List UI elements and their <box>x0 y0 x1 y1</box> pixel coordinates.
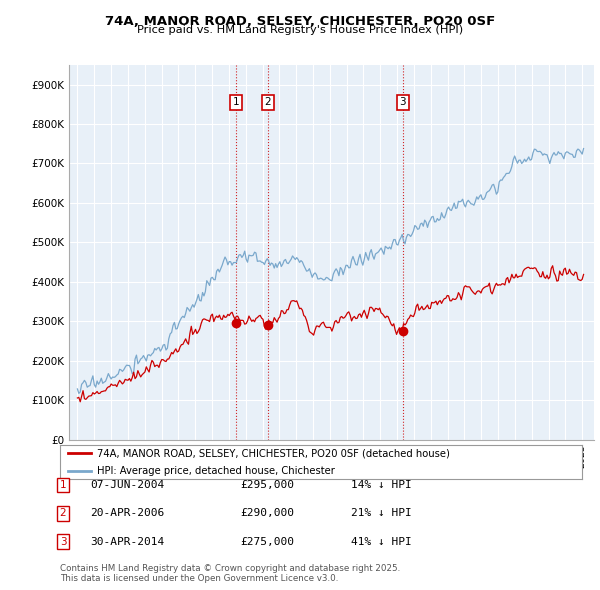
Text: 20-APR-2006: 20-APR-2006 <box>90 509 164 518</box>
Text: 3: 3 <box>59 537 67 546</box>
Text: 1: 1 <box>59 480 67 490</box>
Text: 41% ↓ HPI: 41% ↓ HPI <box>351 537 412 546</box>
Text: 14% ↓ HPI: 14% ↓ HPI <box>351 480 412 490</box>
Text: 2: 2 <box>59 509 67 518</box>
Text: 74A, MANOR ROAD, SELSEY, CHICHESTER, PO20 0SF (detached house): 74A, MANOR ROAD, SELSEY, CHICHESTER, PO2… <box>97 448 449 458</box>
Text: £295,000: £295,000 <box>240 480 294 490</box>
Text: HPI: Average price, detached house, Chichester: HPI: Average price, detached house, Chic… <box>97 466 334 476</box>
Text: 30-APR-2014: 30-APR-2014 <box>90 537 164 546</box>
Text: 3: 3 <box>400 97 406 107</box>
Text: Price paid vs. HM Land Registry's House Price Index (HPI): Price paid vs. HM Land Registry's House … <box>137 25 463 35</box>
Text: 21% ↓ HPI: 21% ↓ HPI <box>351 509 412 518</box>
Text: 07-JUN-2004: 07-JUN-2004 <box>90 480 164 490</box>
Text: 74A, MANOR ROAD, SELSEY, CHICHESTER, PO20 0SF: 74A, MANOR ROAD, SELSEY, CHICHESTER, PO2… <box>105 15 495 28</box>
Text: £290,000: £290,000 <box>240 509 294 518</box>
Text: 2: 2 <box>265 97 271 107</box>
Text: Contains HM Land Registry data © Crown copyright and database right 2025.
This d: Contains HM Land Registry data © Crown c… <box>60 563 400 583</box>
Text: 1: 1 <box>233 97 239 107</box>
Text: £275,000: £275,000 <box>240 537 294 546</box>
